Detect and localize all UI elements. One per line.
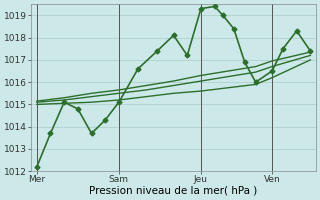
X-axis label: Pression niveau de la mer( hPa ): Pression niveau de la mer( hPa )	[90, 186, 258, 196]
